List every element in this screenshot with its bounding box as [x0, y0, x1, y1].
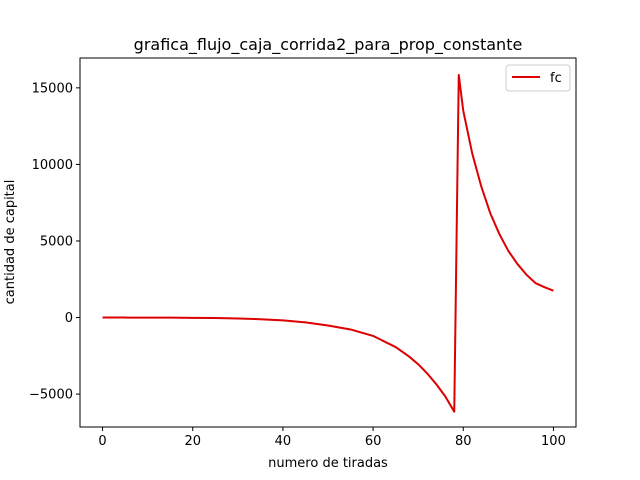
x-axis-label: numero de tiradas	[268, 456, 388, 471]
axes-frame	[79, 57, 577, 428]
y-tick-label: 10000	[32, 158, 73, 173]
y-axis: −5000 0 5000 10000 15000	[29, 81, 80, 403]
x-tick-label: 80	[455, 434, 472, 449]
y-tick-label: 5000	[40, 234, 73, 249]
y-axis-label: cantidad de capital	[3, 180, 18, 305]
legend: fc	[505, 64, 571, 92]
x-axis: 0 20 40 60 80 100	[98, 427, 566, 449]
x-tick-label: 0	[98, 434, 106, 449]
y-tick-label: 15000	[32, 81, 73, 96]
chart-title: grafica_flujo_caja_corrida2_para_prop_co…	[134, 35, 523, 55]
x-tick-label: 60	[365, 434, 382, 449]
x-tick-label: 20	[184, 434, 201, 449]
series-line-fc	[102, 73, 554, 413]
y-tick-label: −5000	[29, 388, 73, 403]
plot-area	[102, 73, 554, 413]
x-tick-label: 100	[541, 434, 566, 449]
legend-label-fc: fc	[550, 71, 562, 86]
x-tick-label: 40	[275, 434, 292, 449]
y-tick-label: 0	[65, 311, 73, 326]
